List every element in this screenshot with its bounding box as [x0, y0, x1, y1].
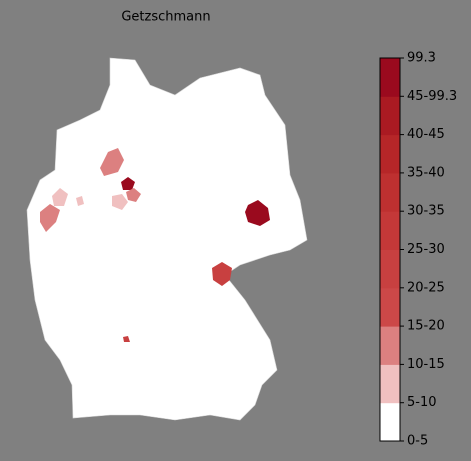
region [126, 188, 141, 202]
region [100, 148, 124, 176]
colorbar-label: 15-20 [407, 319, 445, 334]
colorbar-segment [380, 134, 400, 174]
colorbar-segment [380, 287, 400, 327]
colorbar-segment [380, 211, 400, 250]
region [76, 196, 84, 206]
colorbar-segment [380, 326, 400, 365]
colorbar-segment [380, 364, 400, 404]
colorbar-label: 5-10 [407, 395, 437, 410]
colorbar-label: 45-99.3 [407, 89, 457, 104]
map-title: Getzschmann [121, 10, 210, 25]
colorbar-label: 10-15 [407, 357, 445, 372]
map [26, 57, 308, 421]
colorbar-label: 0-5 [407, 434, 428, 449]
region [121, 177, 135, 190]
region [40, 204, 60, 232]
colorbar-label: 35-40 [407, 165, 445, 180]
colorbar-segment [380, 96, 400, 136]
colorbar-segment [380, 58, 400, 97]
colorbar-label: 40-45 [407, 127, 445, 142]
region [112, 194, 128, 210]
region [123, 336, 130, 342]
colorbar-label: 20-25 [407, 280, 445, 295]
region [52, 188, 68, 206]
colorbar-segment [380, 172, 400, 212]
colorbar-label: 99.3 [407, 51, 436, 66]
region [212, 262, 232, 286]
germany-outline [26, 57, 308, 421]
colorbar-segment [380, 249, 400, 289]
region [245, 200, 270, 226]
colorbar-segment [380, 402, 400, 442]
colorbar-label: 30-35 [407, 204, 445, 219]
colorbar: 0-5 5-10 10-15 15-20 20-25 25-30 30-35 35-40 40-… [379, 51, 457, 449]
colorbar-label: 25-30 [407, 242, 445, 257]
